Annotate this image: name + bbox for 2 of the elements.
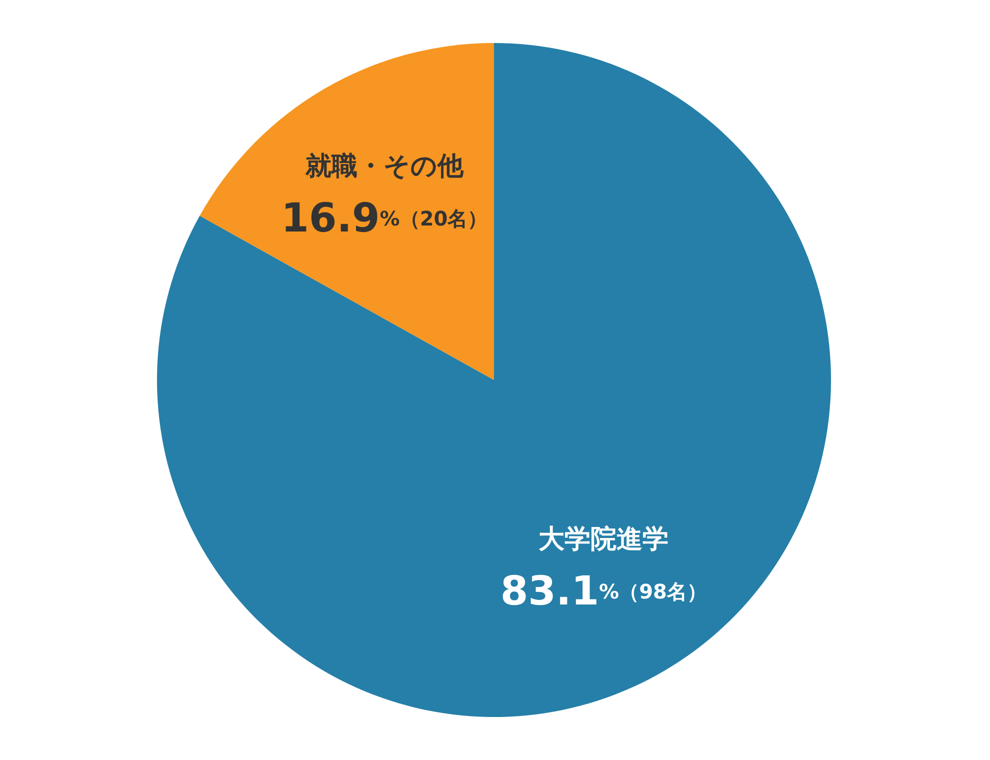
slice-label: 大学院進学	[538, 524, 669, 555]
slice-label: 就職・その他	[304, 151, 464, 182]
